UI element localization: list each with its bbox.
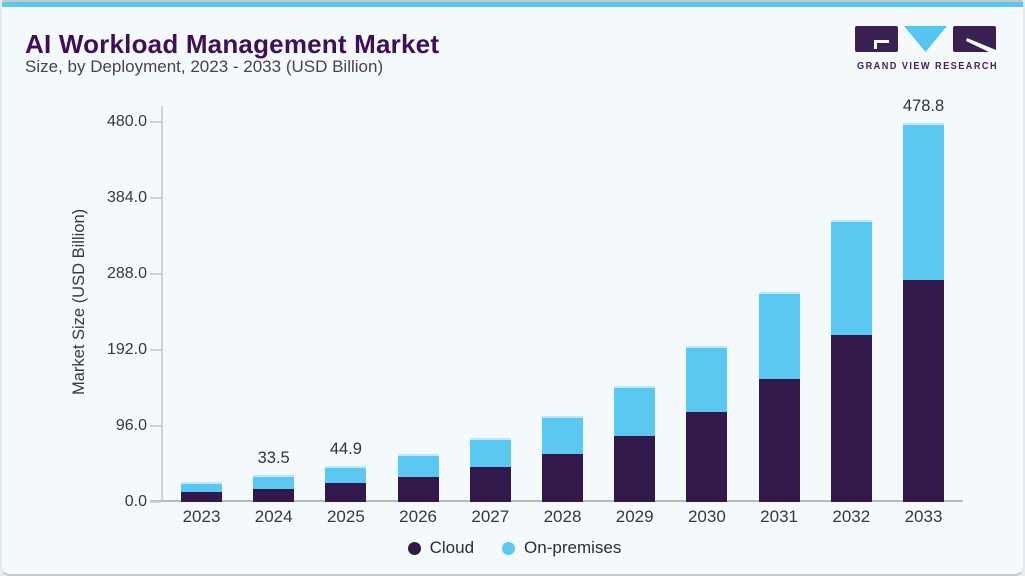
y-axis-tick-label: 288.0 [106,264,147,282]
bar-segment-cloud-2027[interactable] [469,466,511,502]
bar-segment-on-premises-2023[interactable] [181,482,222,493]
bar-total-label-2025: 44.9 [329,440,362,459]
x-axis-label-2031: 2031 [760,507,798,526]
bar-segment-on-premises-2024[interactable] [253,475,295,489]
y-axis-tick-label: 384.0 [106,188,147,206]
y-axis-line [161,106,163,502]
y-axis-tick-label: 96.0 [115,416,147,434]
y-axis-tick-0.0 [150,501,161,503]
y-axis-tick-480.0 [150,120,161,123]
chart-legend: Cloud On-premises [2,536,1023,560]
y-axis-tick-192.0 [150,348,161,351]
bar-total-label-2033: 478.8 [902,96,945,115]
bar-segment-cloud-2029[interactable] [614,436,656,502]
bar-segment-on-premises-2026[interactable] [397,454,439,477]
y-axis-tick-label: 480.0 [106,112,147,130]
logo-g-notch [874,40,889,49]
y-axis-tick-label: 0.0 [124,493,147,510]
bar-total-label-2024: 33.5 [257,449,290,468]
bar-segment-cloud-2031[interactable] [758,379,800,502]
bar-segment-cloud-2028[interactable] [542,453,583,502]
legend-item-on-premises[interactable]: On-premises [502,538,621,558]
x-axis-label-2024: 2024 [254,507,293,526]
chart-title: AI Workload Management Market [25,29,440,59]
logo-r-slash [966,38,996,53]
gvr-logo-mark [855,26,996,53]
legend-item-cloud[interactable]: Cloud [407,538,475,558]
x-axis-label-2029: 2029 [615,507,654,526]
bar-segment-on-premises-2028[interactable] [542,415,583,454]
legend-label-cloud: Cloud [429,538,475,557]
cloud-legend-dot-icon [407,541,421,555]
y-axis-tick-96.0 [150,424,161,427]
y-axis-tick-384.0 [150,196,161,199]
x-axis-label-2032: 2032 [832,507,871,526]
bar-segment-on-premises-2025[interactable] [325,466,367,484]
bar-segment-on-premises-2030[interactable] [686,346,728,412]
chart-subtitle: Size, by Deployment, 2023 - 2033 (USD Bi… [25,57,384,76]
bar-segment-cloud-2023[interactable] [181,492,222,502]
accent-strip [2,2,1023,7]
logo-v-triangle [904,26,947,52]
x-axis-label-2027: 2027 [471,507,510,526]
bar-segment-on-premises-2032[interactable] [830,220,872,335]
y-axis-tick-288.0 [150,272,161,275]
bar-segment-on-premises-2029[interactable] [614,385,656,437]
grand-view-research-logo: GRAND VIEW RESEARCH [855,26,998,72]
bar-segment-cloud-2024[interactable] [253,488,295,502]
bar-segment-on-premises-2031[interactable] [758,292,800,380]
bar-segment-cloud-2026[interactable] [397,476,439,502]
bar-segment-cloud-2032[interactable] [830,334,872,502]
logo-r-block [953,26,996,52]
legend-label-on-premises: On-premises [524,538,622,557]
on-premises-legend-dot-icon [502,541,516,555]
x-axis-label-2025: 2025 [326,507,365,526]
bar-segment-cloud-2025[interactable] [325,483,367,502]
y-axis-tick-label: 192.0 [106,340,147,358]
x-axis-label-2026: 2026 [399,507,437,526]
bar-segment-on-premises-2033[interactable] [903,122,944,280]
window-top-edge [2,0,1023,2]
bar-segment-cloud-2033[interactable] [903,279,944,502]
x-axis-label-2033: 2033 [904,507,943,526]
x-axis-label-2028: 2028 [543,507,582,526]
bar-segment-on-premises-2027[interactable] [469,437,511,467]
x-axis-label-2030: 2030 [687,507,726,526]
x-axis-label-2023: 2023 [182,507,221,526]
bar-segment-cloud-2030[interactable] [686,411,728,502]
logo-wordmark: GRAND VIEW RESEARCH [857,61,998,72]
logo-g-block [855,26,898,52]
